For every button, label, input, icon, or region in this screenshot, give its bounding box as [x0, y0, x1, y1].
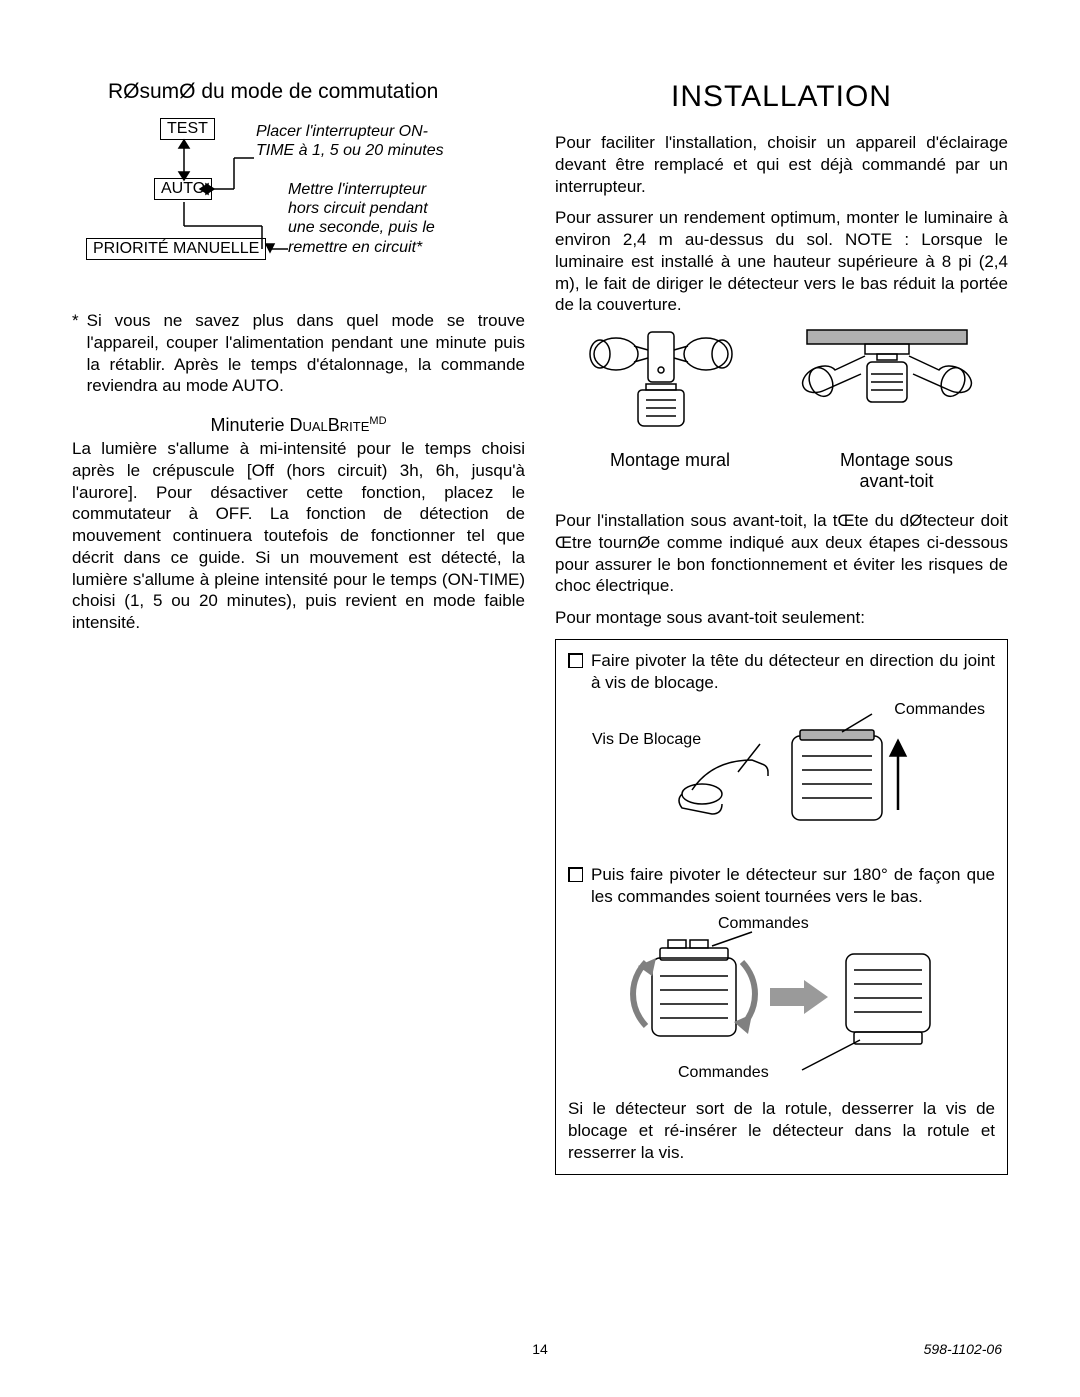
footnote-marker: * [72, 310, 79, 397]
label-commandes-1: Commandes [894, 700, 985, 721]
eave-instruction-box: Faire pivoter la tête du détecteur en di… [555, 639, 1008, 1176]
minuterie-body: La lumière s'allume à mi-intensité pour … [72, 438, 525, 634]
caption-eave-mount: Montage sousavant-toit [840, 450, 953, 492]
install-p1: Pour faciliter l'installation, choisir u… [555, 132, 1008, 197]
wall-mount-figure [576, 326, 746, 446]
minuterie-heading: Minuterie DualBriteMD [72, 415, 525, 436]
install-p2: Pour assurer un rendement optimum, monte… [555, 207, 1008, 316]
mount-figures [555, 326, 1008, 446]
label-commandes-2: Commandes [718, 914, 809, 935]
minuterie-prefix: Minuterie [210, 415, 289, 435]
label-vis-de-blocage: Vis De Blocage [592, 730, 701, 751]
minuterie-suffix: MD [369, 415, 386, 427]
minuterie-brand: DualBrite [290, 415, 370, 435]
rotate-sensor-figure-2 [602, 914, 962, 1084]
checkbox-icon [568, 867, 583, 882]
page-number: 14 [0, 1341, 1080, 1357]
rotate-sensor-figure-1 [632, 700, 932, 850]
install-p4: Pour montage sous avant-toit seulement: [555, 607, 1008, 629]
mode-switch-diagram: TEST AUTO PRIORITÉ MANUELLE Placer l'int… [86, 118, 525, 298]
install-p3: Pour l'installation sous avant-toit, la … [555, 510, 1008, 597]
eave-step2: Puis faire pivoter le détecteur sur 180°… [591, 864, 995, 908]
installation-heading: INSTALLATION [555, 80, 1008, 114]
mode-footnote: * Si vous ne savez plus dans quel mode s… [72, 310, 525, 397]
footnote-text: Si vous ne savez plus dans quel mode se … [87, 310, 525, 397]
eave-box-tail: Si le détecteur sort de la rotule, desse… [568, 1098, 995, 1164]
caption-wall-mount: Montage mural [610, 450, 730, 492]
left-heading: RØsumØ du mode de commutation [108, 80, 525, 104]
eave-mount-figure [787, 326, 987, 446]
eave-step1: Faire pivoter la tête du détecteur en di… [591, 650, 995, 694]
page-footer: 14 598-1102-06 [0, 1341, 1080, 1357]
label-commandes-3: Commandes [678, 1063, 769, 1084]
checkbox-icon [568, 653, 583, 668]
